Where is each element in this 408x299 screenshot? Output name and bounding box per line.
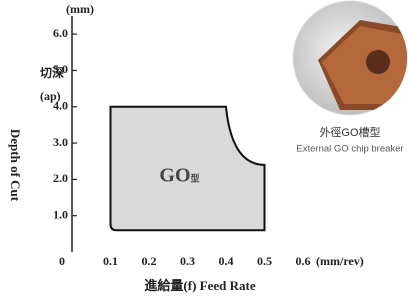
y-tick-label: 2.0 bbox=[53, 171, 68, 185]
x-unit: (mm/rev) bbox=[316, 254, 364, 268]
y-tick-label: 4.0 bbox=[53, 99, 68, 113]
region-label-sub: 型 bbox=[191, 173, 200, 184]
x-tick-label: 0.5 bbox=[257, 254, 272, 268]
y-tick-label: 6.0 bbox=[53, 26, 68, 40]
image-subcaption: External GO chip breaker bbox=[296, 144, 403, 155]
x-tick-label: 0.6 bbox=[296, 254, 311, 268]
y-unit: (mm) bbox=[66, 2, 94, 16]
x-label: 進給量(f) Feed Rate bbox=[144, 278, 255, 293]
x-tick-label: 0.3 bbox=[180, 254, 195, 268]
image-caption: 外徑GO槽型 bbox=[319, 125, 380, 139]
page: {"chart_data": { "type": "region", "y_un… bbox=[0, 0, 408, 299]
y-tick-label: 1.0 bbox=[53, 207, 68, 221]
x-tick-label: 0.4 bbox=[219, 254, 234, 268]
y-tick-label: 5.0 bbox=[53, 62, 68, 76]
x-tick-label: 0.1 bbox=[103, 254, 118, 268]
x-tick-label: 0.2 bbox=[142, 254, 157, 268]
y-label: Depth of Cut bbox=[8, 129, 23, 202]
x-tick-label: 0 bbox=[59, 254, 65, 268]
product-photo bbox=[293, 1, 408, 115]
region-label-main: GO bbox=[159, 164, 190, 186]
y-tick-label: 3.0 bbox=[53, 135, 68, 149]
chart: 外徑GO槽型 External GO chip breaker (mm) 切深 … bbox=[0, 0, 408, 299]
